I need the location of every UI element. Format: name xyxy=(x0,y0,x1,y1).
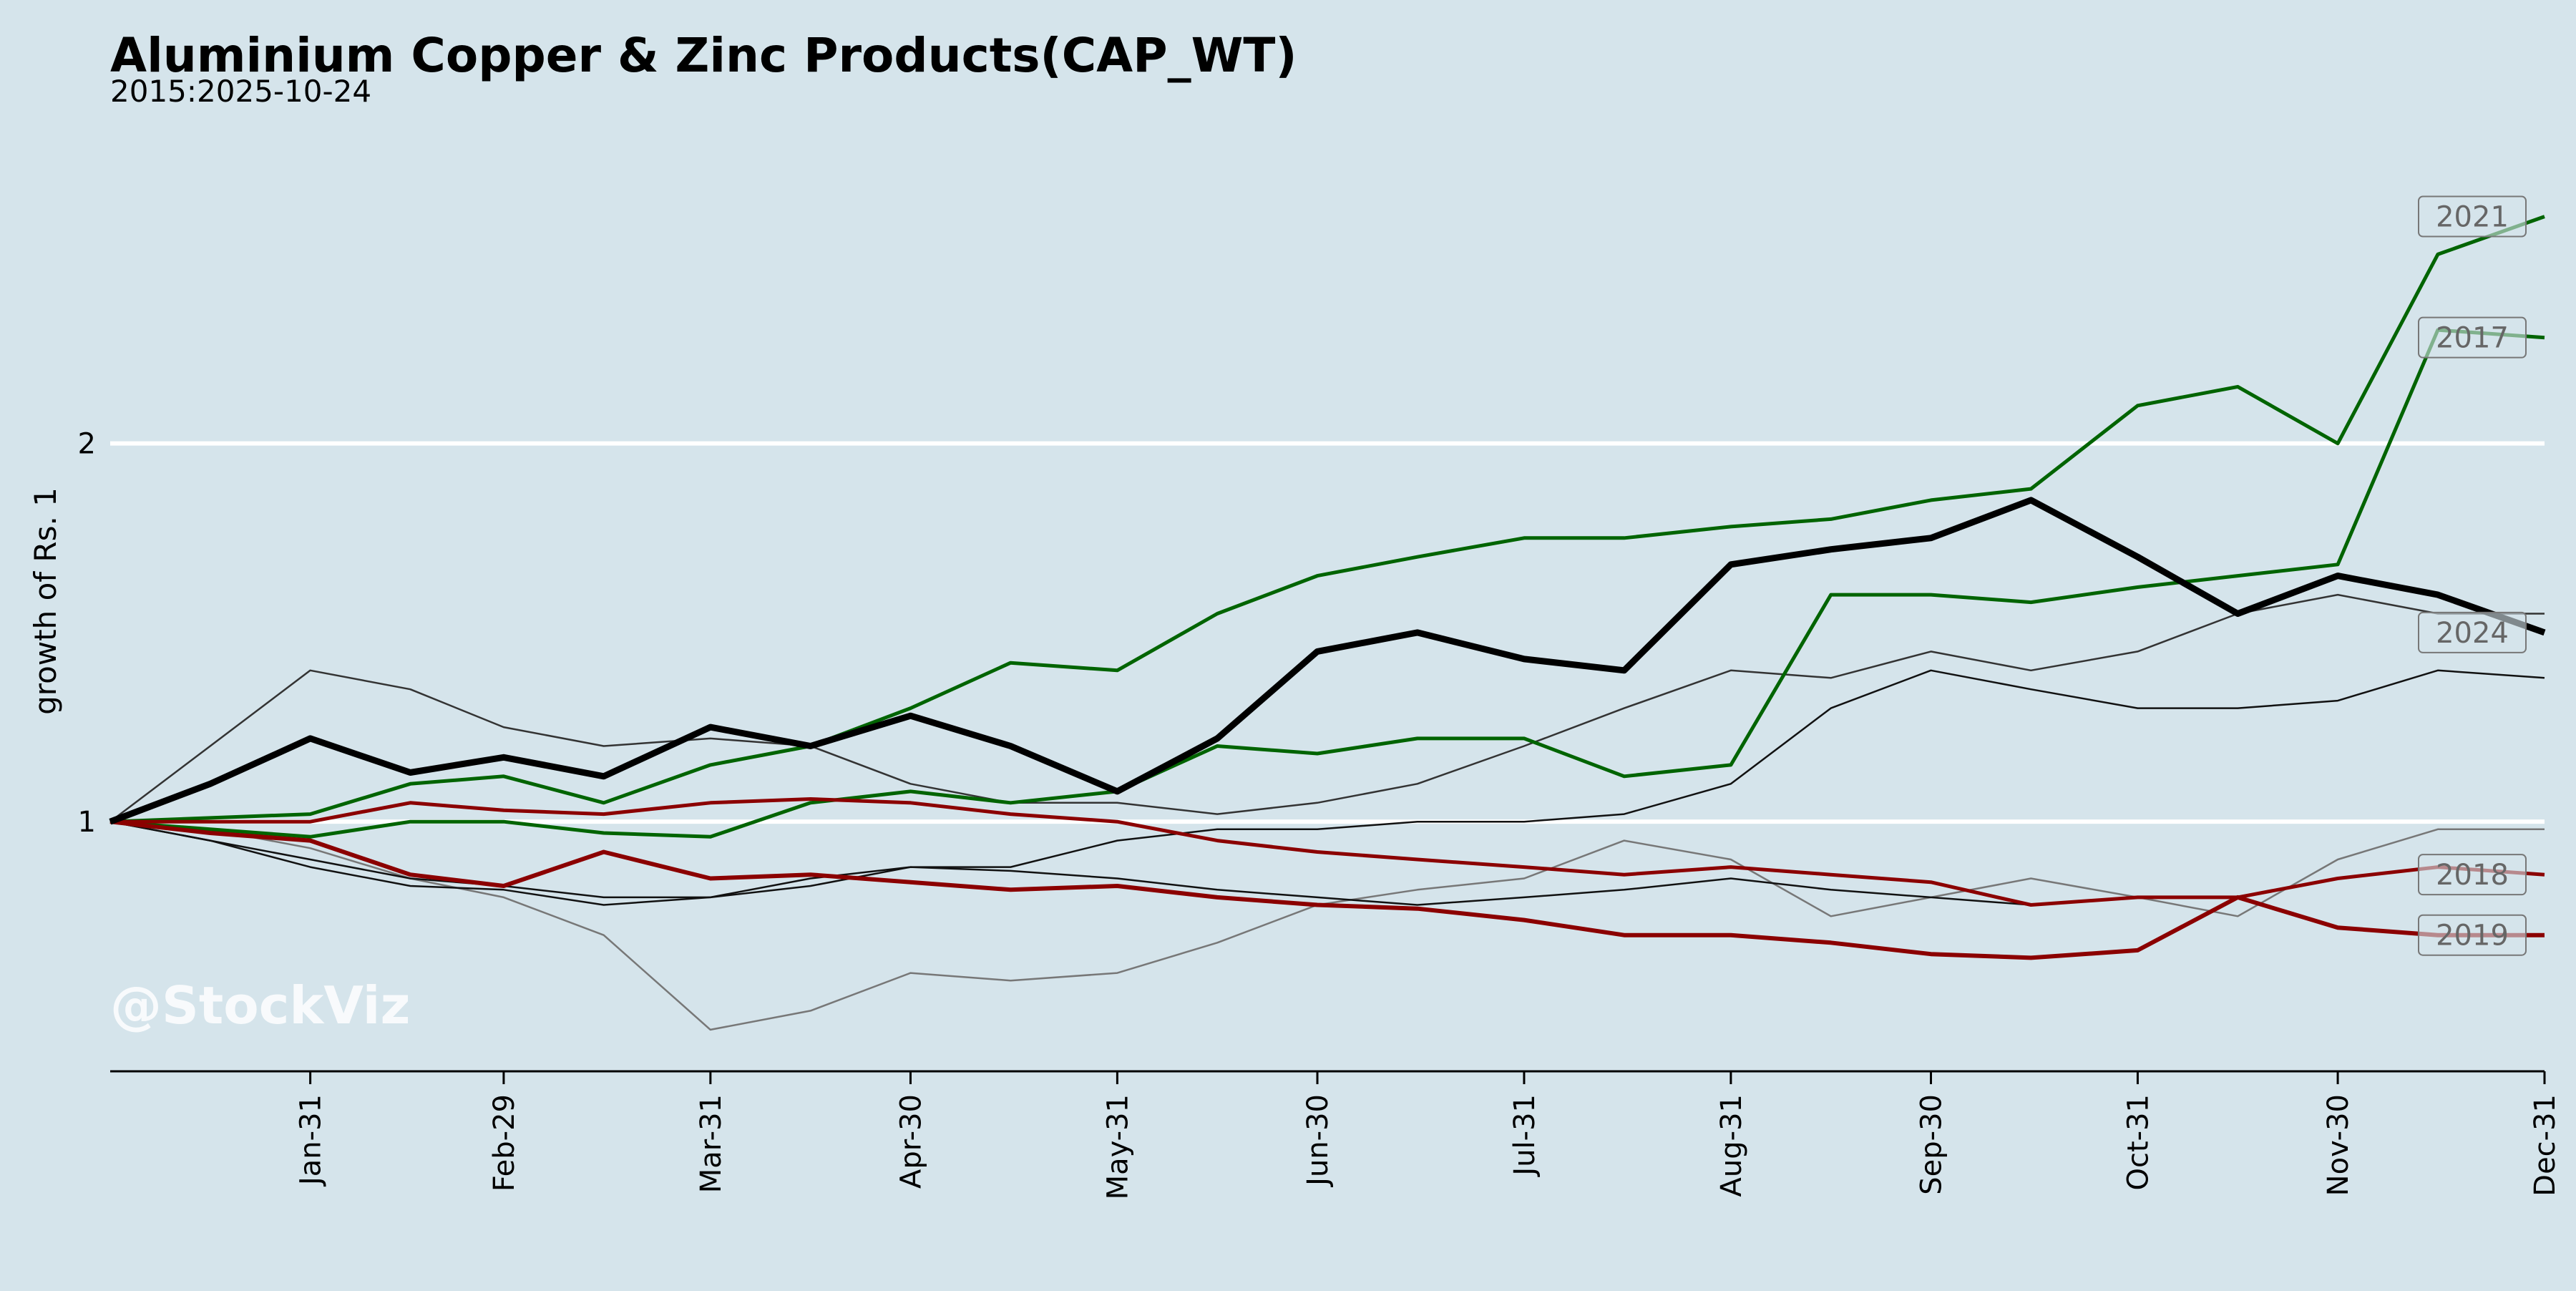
series-line xyxy=(109,593,2545,823)
x-tick-label: Jun-30 xyxy=(1302,1094,1335,1188)
end-label: 2017 xyxy=(2418,316,2527,359)
end-label-text: 2024 xyxy=(2436,617,2509,650)
end-label-box xyxy=(2418,195,2527,238)
y-tick-label: 2 xyxy=(78,428,96,461)
series-line xyxy=(109,328,2545,839)
x-tick-label: Nov-30 xyxy=(2322,1094,2355,1196)
x-tick-label: Jul-31 xyxy=(1508,1094,1541,1178)
x-tick-label: Apr-30 xyxy=(894,1094,927,1189)
x-tick-label: Jan-31 xyxy=(295,1094,328,1187)
end-label: 2021 xyxy=(2418,195,2527,238)
end-label-box xyxy=(2418,316,2527,359)
watermark: @StockViz xyxy=(110,975,410,1036)
x-tick-label: May-31 xyxy=(1101,1094,1134,1199)
x-tick-label: Mar-31 xyxy=(695,1094,728,1193)
y-axis-label: growth of Rs. 1 xyxy=(28,487,63,715)
x-tick-label: Aug-31 xyxy=(1715,1094,1748,1197)
end-label: 2019 xyxy=(2418,914,2527,956)
x-tick-label: Sep-30 xyxy=(1916,1094,1948,1195)
end-label-box xyxy=(2418,854,2527,896)
end-label-text: 2018 xyxy=(2436,859,2509,892)
end-label: 2024 xyxy=(2418,611,2527,653)
x-tick-label: Oct-31 xyxy=(2122,1094,2155,1191)
chart-title: Aluminium Copper & Zinc Products(CAP_WT) xyxy=(110,28,1297,83)
series-line xyxy=(110,797,2545,907)
end-label-box xyxy=(2418,611,2527,653)
series-line xyxy=(109,819,2545,960)
end-label-text: 2021 xyxy=(2436,201,2509,234)
end-label-text: 2017 xyxy=(2436,322,2509,355)
x-tick-label: Dec-31 xyxy=(2529,1094,2562,1197)
y-tick-label: 1 xyxy=(78,806,96,839)
series-line xyxy=(109,215,2545,824)
end-label-box xyxy=(2418,914,2527,956)
x-tick-label: Feb-29 xyxy=(488,1094,521,1192)
end-label: 2018 xyxy=(2418,854,2527,896)
chart-subtitle: 2015:2025-10-24 xyxy=(110,74,371,109)
series-line xyxy=(109,497,2546,825)
series-line xyxy=(109,820,2031,906)
end-label-text: 2019 xyxy=(2436,920,2509,953)
